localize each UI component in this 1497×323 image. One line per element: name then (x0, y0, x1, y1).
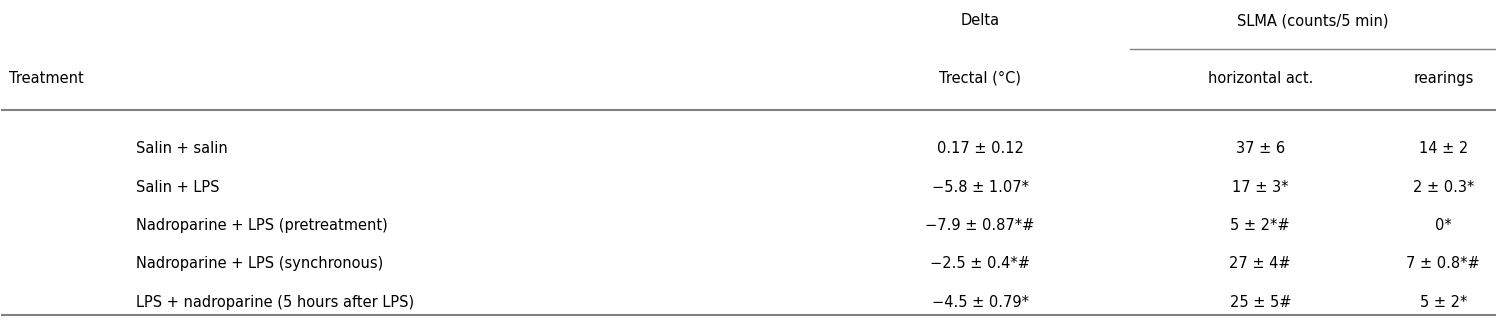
Text: −4.5 ± 0.79*: −4.5 ± 0.79* (931, 295, 1028, 310)
Text: Treatment: Treatment (9, 71, 84, 86)
Text: 37 ± 6: 37 ± 6 (1235, 141, 1284, 156)
Text: 25 ± 5#: 25 ± 5# (1229, 295, 1290, 310)
Text: Nadroparine + LPS (synchronous): Nadroparine + LPS (synchronous) (136, 256, 383, 271)
Text: −7.9 ± 0.87*#: −7.9 ± 0.87*# (925, 218, 1034, 233)
Text: Nadroparine + LPS (pretreatment): Nadroparine + LPS (pretreatment) (136, 218, 388, 233)
Text: Delta: Delta (961, 13, 1000, 28)
Text: −2.5 ± 0.4*#: −2.5 ± 0.4*# (930, 256, 1030, 271)
Text: SLMA (counts/5 min): SLMA (counts/5 min) (1237, 13, 1388, 28)
Text: 0*: 0* (1436, 218, 1452, 233)
Text: 5 ± 2*#: 5 ± 2*# (1231, 218, 1290, 233)
Text: 2 ± 0.3*: 2 ± 0.3* (1413, 180, 1475, 195)
Text: 17 ± 3*: 17 ± 3* (1232, 180, 1289, 195)
Text: 0.17 ± 0.12: 0.17 ± 0.12 (937, 141, 1024, 156)
Text: Salin + salin: Salin + salin (136, 141, 228, 156)
Text: 5 ± 2*: 5 ± 2* (1419, 295, 1467, 310)
Text: −5.8 ± 1.07*: −5.8 ± 1.07* (931, 180, 1028, 195)
Text: rearings: rearings (1413, 71, 1473, 86)
Text: horizontal act.: horizontal act. (1208, 71, 1313, 86)
Text: 7 ± 0.8*#: 7 ± 0.8*# (1407, 256, 1481, 271)
Text: Salin + LPS: Salin + LPS (136, 180, 220, 195)
Text: Trectal (°C): Trectal (°C) (939, 71, 1021, 86)
Text: 27 ± 4#: 27 ± 4# (1229, 256, 1290, 271)
Text: LPS + nadroparine (5 hours after LPS): LPS + nadroparine (5 hours after LPS) (136, 295, 415, 310)
Text: 14 ± 2: 14 ± 2 (1419, 141, 1469, 156)
